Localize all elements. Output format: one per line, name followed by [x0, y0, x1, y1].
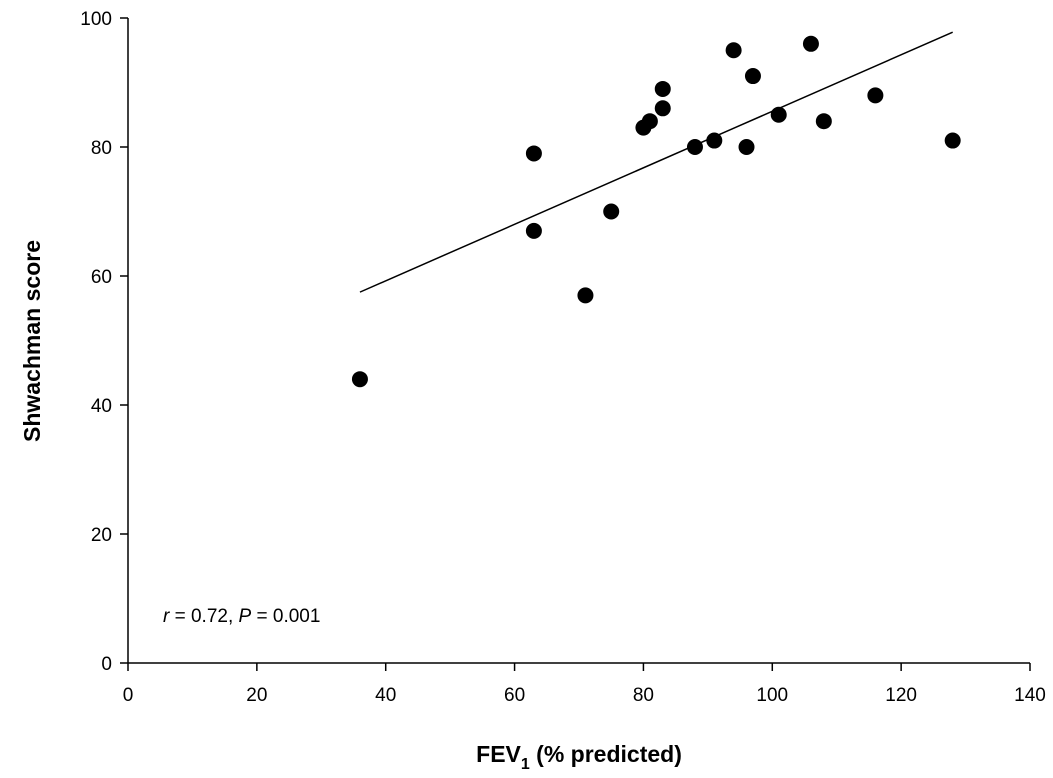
data-point — [641, 113, 658, 130]
data-point — [603, 203, 620, 220]
r-value: = 0.72, — [169, 606, 238, 627]
data-point — [654, 100, 671, 117]
stats-annotation: r = 0.72, P = 0.001 — [163, 606, 320, 627]
data-point — [525, 145, 542, 162]
x-tick-label: 80 — [633, 685, 654, 706]
trendline-group — [359, 31, 953, 293]
p-label: P — [239, 606, 252, 627]
data-point — [944, 132, 961, 149]
y-tick-label: 60 — [91, 267, 112, 288]
x-tick-label: 60 — [504, 685, 525, 706]
x-tick-label: 100 — [756, 685, 788, 706]
data-point — [815, 113, 832, 130]
data-point — [744, 68, 761, 85]
y-tick-label: 20 — [91, 525, 112, 546]
trendline — [359, 31, 953, 293]
x-axis-title-suffix: (% predicted) — [530, 741, 682, 767]
x-axis-title-subscript: 1 — [521, 756, 530, 773]
x-axis: 0 20 40 60 80 100 120 140 — [123, 662, 1046, 706]
data-point — [351, 371, 368, 388]
p-value: = 0.001 — [251, 606, 320, 627]
data-point — [525, 222, 542, 239]
y-tick-label: 100 — [80, 9, 112, 30]
data-point — [725, 42, 742, 59]
data-point — [770, 106, 787, 123]
y-axis-title: Shwachman score — [19, 240, 45, 442]
x-axis-title: FEV1 (% predicted) — [476, 741, 682, 773]
data-point — [738, 139, 755, 155]
data-point — [867, 87, 884, 104]
y-tick-label: 80 — [91, 138, 112, 159]
y-axis: 0 20 40 60 80 100 — [80, 9, 129, 675]
x-tick-label: 0 — [123, 685, 134, 706]
x-tick-label: 120 — [885, 685, 917, 706]
data-point — [802, 35, 819, 52]
data-point — [706, 132, 723, 149]
x-tick-label: 20 — [246, 685, 267, 706]
r-label: r — [163, 606, 170, 627]
data-point — [577, 287, 594, 304]
y-tick-label: 40 — [91, 396, 112, 417]
data-point — [686, 139, 703, 155]
y-tick-label: 0 — [101, 654, 112, 675]
x-tick-label: 40 — [375, 685, 396, 706]
data-points — [351, 35, 961, 388]
data-point — [654, 80, 671, 97]
x-tick-label: 140 — [1014, 685, 1046, 706]
